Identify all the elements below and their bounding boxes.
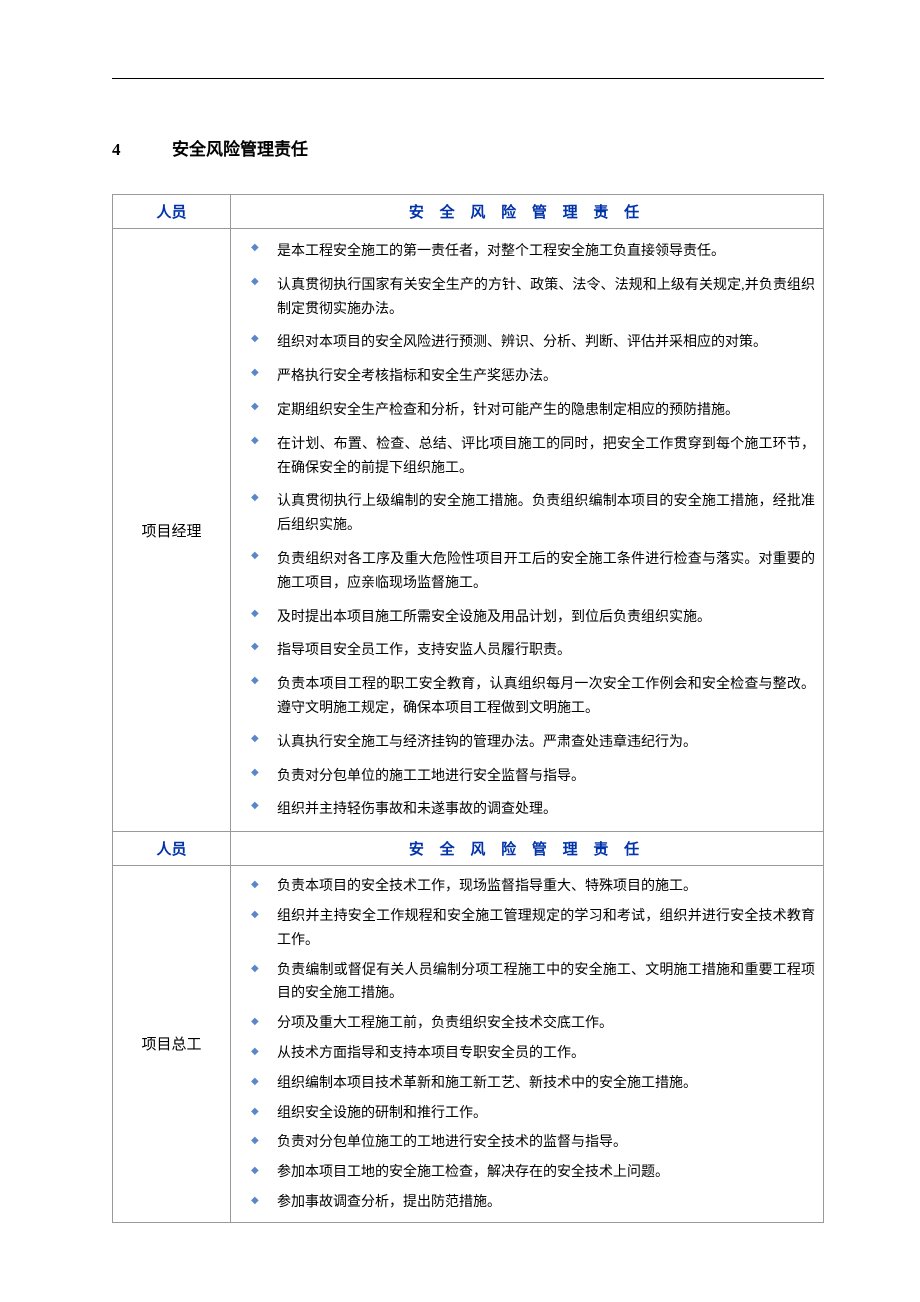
top-rule bbox=[112, 78, 824, 79]
col-role-header: 人员 bbox=[113, 832, 231, 866]
table-row: 项目经理 是本工程安全施工的第一责任者，对整个工程安全施工负直接领导责任。 认真… bbox=[113, 229, 824, 832]
list-item: 严格执行安全考核指标和安全生产奖惩办法。 bbox=[237, 360, 815, 394]
list-item: 组织并主持安全工作规程和安全施工管理规定的学习和考试，组织并进行安全技术教育工作… bbox=[237, 902, 815, 956]
list-item: 指导项目安全员工作，支持安监人员履行职责。 bbox=[237, 634, 815, 668]
section-heading: 4安全风险管理责任 bbox=[112, 135, 824, 160]
col-role-header: 人员 bbox=[113, 195, 231, 229]
table-row: 项目总工 负责本项目的安全技术工作，现场监督指导重大、特殊项目的施工。 组织并主… bbox=[113, 866, 824, 1223]
role-cell-chief: 项目总工 bbox=[113, 866, 231, 1223]
list-item: 认真贯彻执行国家有关安全生产的方针、政策、法令、法规和上级有关规定,并负责组织制… bbox=[237, 269, 815, 327]
list-item: 参加事故调查分析，提出防范措施。 bbox=[237, 1188, 815, 1218]
list-item: 负责对分包单位施工的工地进行安全技术的监督与指导。 bbox=[237, 1128, 815, 1158]
list-item: 从技术方面指导和支持本项目专职安全员的工作。 bbox=[237, 1039, 815, 1069]
col-resp-header: 安 全 风 险 管 理 责 任 bbox=[231, 195, 824, 229]
resp-cell-pm: 是本工程安全施工的第一责任者，对整个工程安全施工负直接领导责任。 认真贯彻执行国… bbox=[231, 229, 824, 832]
table-header-row: 人员 安 全 风 险 管 理 责 任 bbox=[113, 832, 824, 866]
table-header-row: 人员 安 全 风 险 管 理 责 任 bbox=[113, 195, 824, 229]
heading-title: 安全风险管理责任 bbox=[172, 140, 308, 159]
list-item: 负责编制或督促有关人员编制分项工程施工中的安全施工、文明施工措施和重要工程项目的… bbox=[237, 956, 815, 1010]
list-item: 负责本项目的安全技术工作，现场监督指导重大、特殊项目的施工。 bbox=[237, 872, 815, 902]
heading-number: 4 bbox=[112, 140, 172, 160]
list-item: 负责组织对各工序及重大危险性项目开工后的安全施工条件进行检查与落实。对重要的施工… bbox=[237, 543, 815, 601]
list-item: 组织编制本项目技术革新和施工新工艺、新技术中的安全施工措施。 bbox=[237, 1069, 815, 1099]
list-item: 分项及重大工程施工前，负责组织安全技术交底工作。 bbox=[237, 1009, 815, 1039]
responsibility-table: 人员 安 全 风 险 管 理 责 任 项目经理 是本工程安全施工的第一责任者，对… bbox=[112, 194, 824, 1223]
col-resp-header: 安 全 风 险 管 理 责 任 bbox=[231, 832, 824, 866]
list-item: 定期组织安全生产检查和分析，针对可能产生的隐患制定相应的预防措施。 bbox=[237, 394, 815, 428]
resp-list-chief: 负责本项目的安全技术工作，现场监督指导重大、特殊项目的施工。 组织并主持安全工作… bbox=[237, 872, 815, 1218]
list-item: 组织安全设施的研制和推行工作。 bbox=[237, 1099, 815, 1129]
list-item: 认真执行安全施工与经济挂钩的管理办法。严肃查处违章违纪行为。 bbox=[237, 726, 815, 760]
resp-cell-chief: 负责本项目的安全技术工作，现场监督指导重大、特殊项目的施工。 组织并主持安全工作… bbox=[231, 866, 824, 1223]
list-item: 是本工程安全施工的第一责任者，对整个工程安全施工负直接领导责任。 bbox=[237, 235, 815, 269]
list-item: 负责本项目工程的职工安全教育，认真组织每月一次安全工作例会和安全检查与整改。遵守… bbox=[237, 668, 815, 726]
list-item: 负责对分包单位的施工工地进行安全监督与指导。 bbox=[237, 760, 815, 794]
resp-list-pm: 是本工程安全施工的第一责任者，对整个工程安全施工负直接领导责任。 认真贯彻执行国… bbox=[237, 235, 815, 827]
list-item: 组织对本项目的安全风险进行预测、辨识、分析、判断、评估并采相应的对策。 bbox=[237, 326, 815, 360]
document-page: 4安全风险管理责任 人员 安 全 风 险 管 理 责 任 项目经理 是本工程安全… bbox=[0, 0, 920, 1302]
list-item: 在计划、布置、检查、总结、评比项目施工的同时，把安全工作贯穿到每个施工环节，在确… bbox=[237, 428, 815, 486]
list-item: 及时提出本项目施工所需安全设施及用品计划，到位后负责组织实施。 bbox=[237, 601, 815, 635]
list-item: 参加本项目工地的安全施工检查，解决存在的安全技术上问题。 bbox=[237, 1158, 815, 1188]
list-item: 认真贯彻执行上级编制的安全施工措施。负责组织编制本项目的安全施工措施，经批准后组… bbox=[237, 485, 815, 543]
role-cell-pm: 项目经理 bbox=[113, 229, 231, 832]
list-item: 组织并主持轻伤事故和未遂事故的调查处理。 bbox=[237, 793, 815, 827]
